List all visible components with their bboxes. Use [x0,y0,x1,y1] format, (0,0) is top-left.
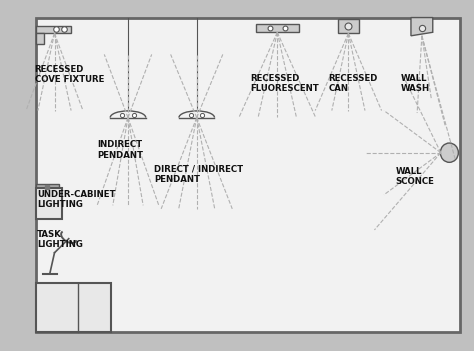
Text: RECESSED
FLUORESCENT: RECESSED FLUORESCENT [250,74,319,93]
Text: UNDER-CABINET
LIGHTING: UNDER-CABINET LIGHTING [37,190,116,209]
Ellipse shape [440,143,458,162]
Polygon shape [411,18,433,36]
Text: DIRECT / INDIRECT
PENDANT: DIRECT / INDIRECT PENDANT [154,165,243,184]
Bar [36,33,44,44]
Text: WALL
WASH: WALL WASH [401,74,429,93]
Text: RECESSED
CAN: RECESSED CAN [328,74,378,93]
Bar [36,26,71,33]
Bar [36,188,62,219]
Text: INDIRECT
PENDANT: INDIRECT PENDANT [97,140,143,160]
Text: RECESSED
COVE FIXTURE: RECESSED COVE FIXTURE [35,65,104,84]
Text: WALL
SCONCE: WALL SCONCE [396,167,435,186]
Bar [256,24,299,32]
Bar [338,19,359,33]
Bar [36,283,111,332]
Bar [36,184,59,190]
Bar [36,18,460,332]
Text: TASK
LIGHTING: TASK LIGHTING [37,230,83,249]
